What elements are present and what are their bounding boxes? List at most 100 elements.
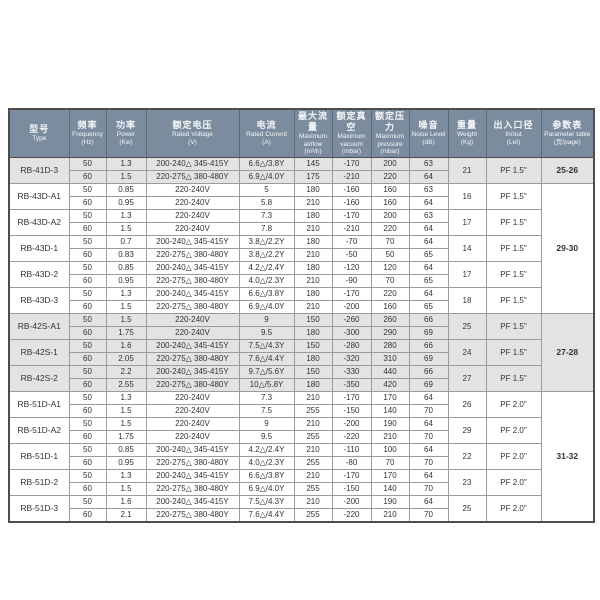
spec-row-RB-42S-1-50hz: RB-42S-1 50 1.6 200-240△ 345-415Y 7.5△/4.3Y 1… bbox=[8, 338, 594, 366]
cell-current: 7.5 bbox=[238, 403, 295, 418]
header-en-inout: In/out bbox=[505, 131, 522, 139]
cell-vacuum: -170 bbox=[331, 156, 372, 171]
header-en-vacuum: Maximum vacuum bbox=[337, 133, 366, 148]
header-unit-current: (A) bbox=[262, 138, 271, 146]
header-cell-current: 电流 Rated Current (A) bbox=[238, 108, 295, 158]
cell-power: 0.85 bbox=[105, 260, 147, 275]
cell-noise: 65 bbox=[408, 299, 449, 314]
cell-freq: 60 bbox=[68, 377, 107, 392]
cell-airflow: 150 bbox=[293, 364, 333, 379]
cell-airflow: 255 bbox=[293, 481, 333, 496]
cell-voltage: 220-240V bbox=[145, 390, 240, 405]
spec-row-RB-42S-2-50hz: RB-42S-2 50 2.2 200-240△ 345-415Y 9.7△/5.6Y 1… bbox=[8, 364, 594, 392]
cell-power: 0.83 bbox=[105, 247, 147, 262]
cell-power: 1.3 bbox=[105, 208, 147, 223]
cell-current: 7.3 bbox=[238, 208, 295, 223]
cell-power: 2.55 bbox=[105, 377, 147, 392]
cell-current: 4.2△/2.4Y bbox=[238, 442, 295, 457]
cell-type: RB-41D-3 bbox=[8, 156, 70, 184]
cell-noise: 64 bbox=[408, 390, 449, 405]
cell-voltage: 200-240△ 345-415Y bbox=[145, 468, 240, 483]
header-unit-vacuum: (mbar) bbox=[341, 148, 362, 155]
cell-page: 27-28 bbox=[540, 312, 595, 392]
cell-voltage: 220-240V bbox=[145, 403, 240, 418]
cell-voltage: 220-275△ 380-480Y bbox=[145, 351, 240, 366]
cell-power: 1.3 bbox=[105, 286, 147, 301]
cell-freq: 50 bbox=[68, 338, 107, 353]
cell-noise: 70 bbox=[408, 481, 449, 496]
cell-inout: PF 1.5" bbox=[485, 364, 542, 392]
header-unit-airflow: (m³/h) bbox=[304, 148, 322, 155]
cell-noise: 65 bbox=[408, 247, 449, 262]
cell-weight: 25 bbox=[447, 494, 487, 522]
header-unit-inout: (Let) bbox=[506, 138, 521, 146]
spec-row-RB-51D-2-60hz: 60 1.5 220-275△ 380-480Y 6.9△/4.0Y 255 -150 14… bbox=[9, 481, 594, 496]
cell-power: 0.85 bbox=[105, 182, 147, 197]
spec-row-RB-43D-A1-60hz: 60 0.95 220-240V 5.8 210 -160 160 64 bbox=[9, 195, 594, 210]
cell-type: RB-42S-2 bbox=[8, 364, 70, 392]
cell-power: 1.5 bbox=[105, 481, 147, 496]
cell-voltage: 220-275△ 380-480Y bbox=[145, 481, 240, 496]
cell-power: 1.5 bbox=[105, 403, 147, 418]
cell-vacuum: -50 bbox=[331, 247, 372, 262]
cell-noise: 63 bbox=[408, 208, 449, 223]
cell-weight: 16 bbox=[447, 182, 487, 210]
cell-power: 1.5 bbox=[105, 221, 147, 236]
cell-vacuum: -160 bbox=[331, 182, 372, 197]
cell-vacuum: -220 bbox=[331, 507, 372, 522]
header-en-freq: Frequency bbox=[72, 131, 103, 139]
cell-weight: 25 bbox=[447, 312, 487, 340]
cell-type: RB-43D-1 bbox=[8, 234, 70, 262]
cell-noise: 69 bbox=[408, 325, 449, 340]
cell-inout: PF 1.5" bbox=[485, 286, 542, 314]
cell-type: RB-43D-A1 bbox=[8, 182, 70, 210]
cell-vacuum: -160 bbox=[331, 195, 372, 210]
cell-pressure: 70 bbox=[370, 455, 410, 470]
cell-weight: 21 bbox=[447, 156, 487, 184]
cell-freq: 50 bbox=[68, 312, 107, 327]
cell-freq: 60 bbox=[68, 221, 107, 236]
cell-freq: 50 bbox=[68, 364, 107, 379]
cell-current: 6.6△/3.8Y bbox=[238, 156, 295, 171]
header-zh-airflow: 最大流量 bbox=[297, 111, 328, 132]
spec-row-RB-42S-A1-60hz: 60 1.75 220-240V 9.5 180 -300 290 69 bbox=[9, 325, 594, 340]
cell-pressure: 280 bbox=[370, 338, 410, 353]
spec-row-RB-41D-3-50hz: RB-41D-3 50 1.3 200-240△ 345-415Y 6.6△/3.8Y 1… bbox=[8, 156, 595, 184]
cell-current: 9 bbox=[238, 416, 295, 431]
cell-airflow: 255 bbox=[293, 403, 333, 418]
cell-weight: 29 bbox=[447, 416, 487, 444]
cell-pressure: 210 bbox=[370, 429, 410, 444]
header-en-airflow: Maximum airflow bbox=[298, 133, 328, 148]
header-en-voltage: Rated Voltage bbox=[172, 131, 213, 139]
cell-noise: 64 bbox=[408, 260, 449, 275]
cell-noise: 64 bbox=[408, 416, 449, 431]
cell-vacuum: -350 bbox=[331, 377, 372, 392]
cell-noise: 69 bbox=[408, 351, 449, 366]
cell-voltage: 220-275△ 380-480Y bbox=[145, 273, 240, 288]
cell-vacuum: -200 bbox=[331, 494, 372, 509]
cell-pressure: 220 bbox=[370, 286, 410, 301]
header-unit-page: (页/page) bbox=[553, 138, 581, 146]
blower-spec-table-wrap: 型号 Type 频率 Frequency (Hz) 功率 Power (Kw) 额定电压 Rate… bbox=[8, 108, 595, 523]
cell-inout: PF 2.0" bbox=[485, 416, 542, 444]
cell-power: 0.95 bbox=[105, 455, 147, 470]
spec-row-RB-43D-2-50hz: RB-43D-2 50 0.85 200-240△ 345-415Y 4.2△/2.4Y… bbox=[8, 260, 594, 288]
header-zh-weight: 重量 bbox=[456, 120, 477, 131]
cell-freq: 60 bbox=[68, 299, 107, 314]
cell-vacuum: -110 bbox=[331, 442, 372, 457]
cell-airflow: 180 bbox=[293, 377, 333, 392]
cell-vacuum: -80 bbox=[331, 455, 372, 470]
cell-type: RB-42S-1 bbox=[8, 338, 70, 366]
cell-type: RB-51D-A1 bbox=[8, 390, 70, 418]
cell-noise: 66 bbox=[408, 364, 449, 379]
cell-power: 2.1 bbox=[105, 507, 147, 522]
cell-pressure: 160 bbox=[370, 299, 410, 314]
cell-freq: 50 bbox=[68, 234, 107, 249]
cell-vacuum: -300 bbox=[331, 325, 372, 340]
header-cell-freq: 频率 Frequency (Hz) bbox=[68, 108, 107, 158]
cell-vacuum: -280 bbox=[331, 338, 372, 353]
cell-pressure: 220 bbox=[370, 221, 410, 236]
cell-type: RB-43D-3 bbox=[8, 286, 70, 314]
cell-freq: 50 bbox=[68, 286, 107, 301]
header-en-weight: Weight bbox=[456, 131, 478, 139]
